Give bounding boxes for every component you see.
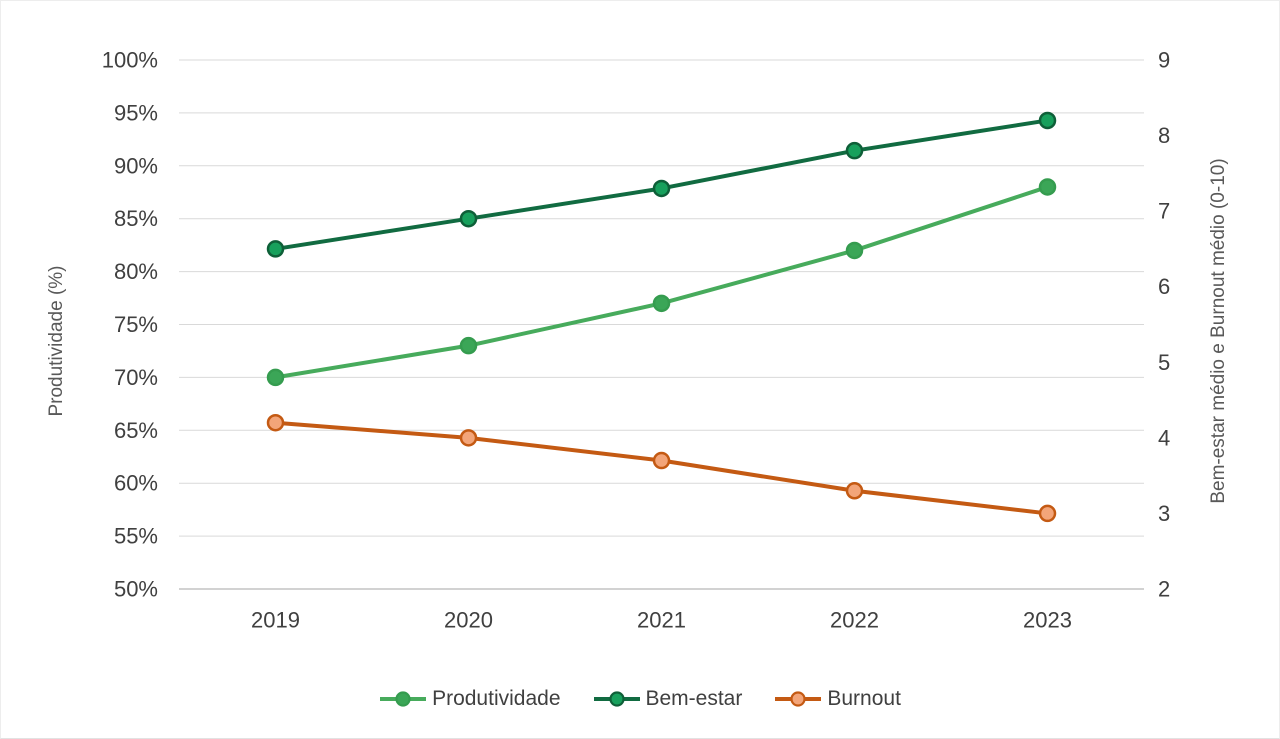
left-axis-tick-label: 85% bbox=[114, 206, 158, 231]
left-axis-tick-label: 65% bbox=[114, 418, 158, 443]
right-axis-tick-label: 7 bbox=[1158, 199, 1170, 224]
marker-burnout-2020 bbox=[459, 429, 478, 447]
marker-produtividade-2019 bbox=[266, 368, 285, 387]
x-axis-tick-label: 2022 bbox=[830, 608, 879, 633]
right-axis-tick-label: 9 bbox=[1158, 48, 1170, 73]
legend-marker-produtividade bbox=[380, 691, 427, 707]
series-line-produtividade bbox=[273, 184, 1050, 380]
right-axis-tick-label: 5 bbox=[1158, 350, 1170, 375]
marker-produtividade-2022 bbox=[845, 241, 864, 260]
left-axis-tick-label: 90% bbox=[114, 153, 158, 178]
x-axis-tick-label: 2021 bbox=[637, 608, 686, 633]
marker-burnout-2022 bbox=[845, 482, 864, 500]
left-axis-tick-label: 60% bbox=[114, 471, 158, 496]
legend-item-produtividade: Produtividade bbox=[379, 687, 561, 711]
marker-bem-estar-2019 bbox=[266, 240, 285, 258]
left-axis-tick-label: 50% bbox=[114, 577, 158, 602]
legend-item-bem-estar: Bem-estar bbox=[593, 687, 743, 711]
marker-produtividade-2020 bbox=[459, 336, 478, 355]
x-axis-tick-label: 2020 bbox=[444, 608, 493, 633]
left-axis-tick-label: 70% bbox=[114, 365, 158, 390]
marker-bem-estar-2023 bbox=[1038, 111, 1057, 130]
marker-bem-estar-2021 bbox=[652, 179, 671, 198]
marker-produtividade-2023 bbox=[1038, 178, 1057, 196]
x-axis-tick-label: 2023 bbox=[1023, 608, 1072, 633]
left-axis-tick-label: 75% bbox=[114, 312, 158, 337]
right-axis-tick-label: 6 bbox=[1158, 274, 1170, 299]
legend-label-burnout: Burnout bbox=[827, 687, 901, 710]
right-axis-tick-label: 4 bbox=[1158, 425, 1170, 450]
x-axis-tick-label: 2019 bbox=[251, 608, 300, 633]
marker-bem-estar-2022 bbox=[845, 141, 864, 160]
left-axis-tick-label: 100% bbox=[102, 48, 158, 73]
chart-legend: Produtividade Bem-estar Burnout bbox=[1, 687, 1279, 711]
right-axis-tick-label: 8 bbox=[1158, 123, 1170, 148]
right-axis-tick-label: 2 bbox=[1158, 577, 1170, 602]
legend-marker-burnout bbox=[775, 691, 822, 707]
marker-burnout-2019 bbox=[266, 413, 285, 432]
legend-item-burnout: Burnout bbox=[774, 687, 901, 711]
marker-bem-estar-2020 bbox=[459, 209, 478, 228]
marker-burnout-2023 bbox=[1038, 504, 1057, 523]
left-axis-tick-label: 80% bbox=[114, 259, 158, 284]
marker-produtividade-2021 bbox=[652, 294, 671, 313]
marker-burnout-2021 bbox=[652, 451, 671, 470]
left-axis-tick-label: 95% bbox=[114, 100, 158, 125]
legend-label-produtividade: Produtividade bbox=[432, 687, 561, 710]
legend-label-bem-estar: Bem-estar bbox=[645, 687, 743, 710]
left-axis-title: Produtividade (%) bbox=[46, 265, 67, 417]
right-axis-tick-label: 3 bbox=[1158, 501, 1170, 526]
right-axis-title: Bem-estar médio e Burnout médio (0-10) bbox=[1208, 158, 1229, 504]
left-axis-tick-label: 55% bbox=[114, 524, 158, 549]
legend-marker-bem-estar bbox=[593, 691, 640, 707]
